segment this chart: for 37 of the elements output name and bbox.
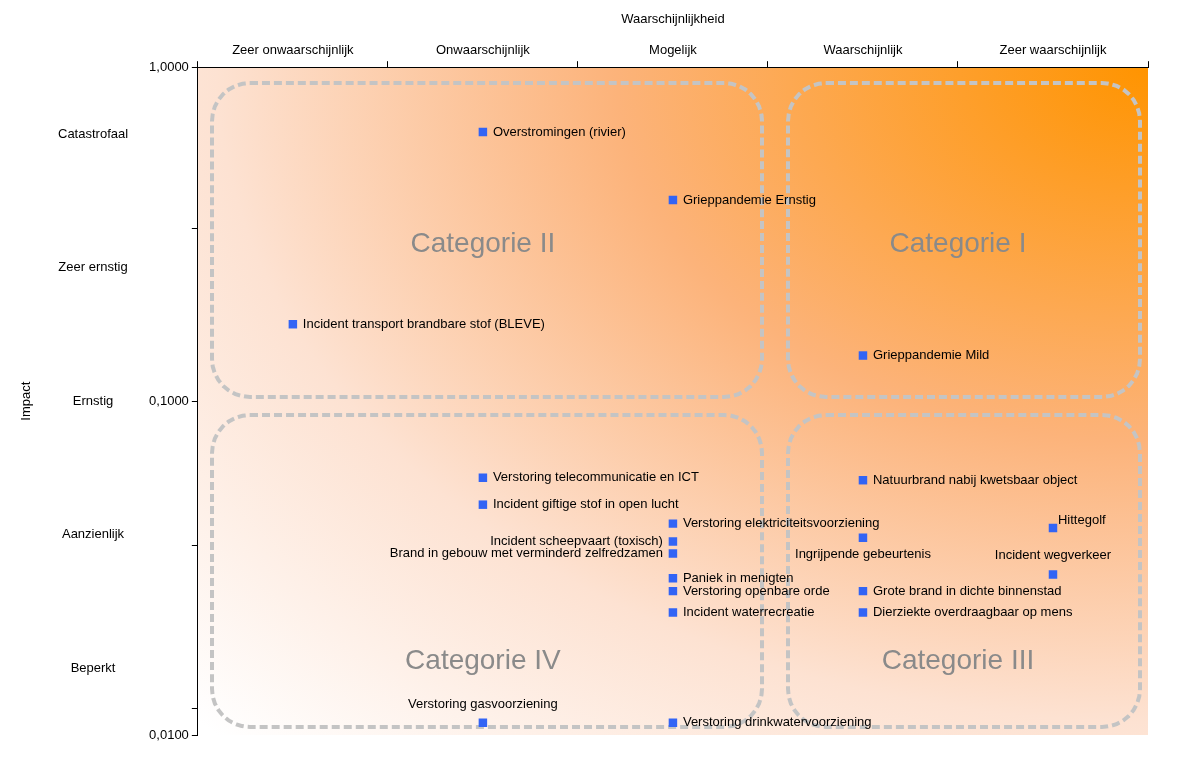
- series-label: Incident wegverkeer: [994, 547, 1112, 563]
- series-label: Natuurbrand nabij kwetsbaar object: [872, 471, 1078, 487]
- series-label: Paniek in menigten: [682, 569, 794, 585]
- y-tick-label: 0,0100: [149, 726, 189, 742]
- x-tick-label: Zeer waarschijnlijk: [999, 41, 1107, 57]
- series-label: Grieppandemie Ernstig: [682, 191, 816, 207]
- annotation: Categorie III: [881, 644, 1035, 676]
- x-tick-label: Onwaarschijnlijk: [435, 41, 531, 57]
- series-label: Incident giftige stof in open lucht: [492, 496, 680, 512]
- category-label: Zeer ernstig: [58, 259, 128, 275]
- x-tick-label: Mogelijk: [649, 41, 698, 57]
- series-label: Dierziekte overdraagbaar op mens: [872, 604, 1073, 620]
- series-label: Verstoring drinkwatervoorziening: [682, 714, 872, 730]
- category-label: Beperkt: [70, 659, 116, 675]
- y-tick-label: 0,1000: [149, 392, 189, 408]
- x-axis-title: Waarschijnlijkheid: [621, 11, 725, 27]
- series-label: Verstoring gasvoorziening: [408, 695, 558, 711]
- series-label: Incident transport brandbare stof (BLEVE): [302, 315, 545, 331]
- y-tick-label: 1,0000: [149, 58, 189, 74]
- annotation: Categorie I: [889, 226, 1027, 258]
- category-label: Catastrofaal: [58, 125, 129, 141]
- series-label: Grieppandemie Mild: [872, 347, 990, 363]
- series-label: Hittegolf: [1057, 512, 1107, 528]
- series-label: Incident waterrecreatie: [682, 604, 815, 620]
- x-tick-label: Waarschijnlijk: [823, 41, 903, 57]
- category-label: Aanzienlijk: [61, 526, 125, 542]
- annotation: Categorie IV: [405, 644, 562, 676]
- text: Impact: [17, 381, 33, 421]
- series-label: Verstoring elektriciteitsvoorziening: [682, 515, 880, 531]
- category-label: Ernstig: [72, 392, 114, 408]
- series-label: Incident scheepvaart (toxisch): [490, 533, 663, 549]
- series-label: Grote brand in dichte binnenstad: [872, 582, 1062, 598]
- series-label: Verstoring telecommunicatie en ICT: [492, 469, 699, 485]
- annotation: Categorie II: [410, 226, 556, 258]
- series-label: Overstromingen (rivier): [492, 123, 626, 139]
- x-tick-label: Zeer onwaarschijnlijk: [232, 41, 355, 57]
- series-label: Ingrijpende gebeurtenis: [795, 545, 932, 561]
